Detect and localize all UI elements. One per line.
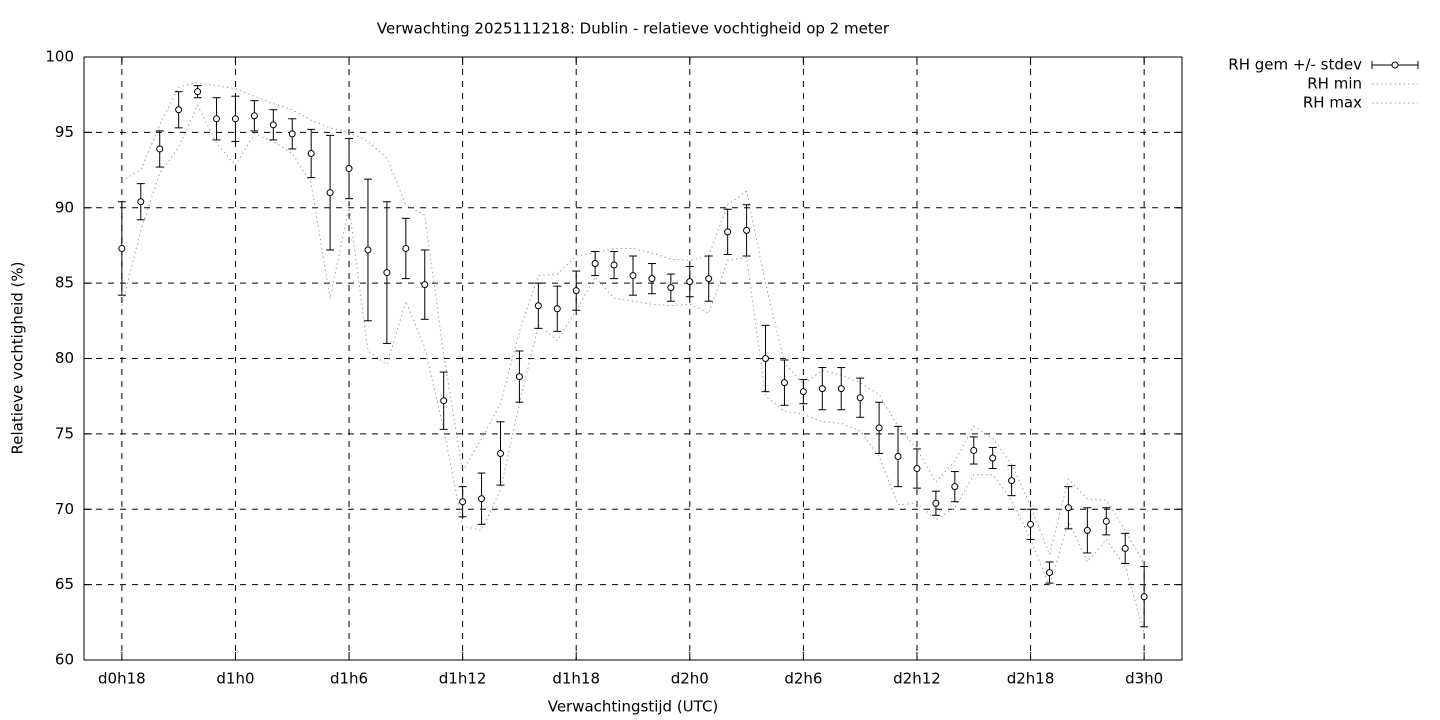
point	[383, 269, 391, 277]
point	[496, 449, 504, 457]
point	[951, 483, 959, 491]
point	[250, 112, 258, 120]
point	[1008, 477, 1016, 485]
line	[121, 82, 1145, 564]
point	[213, 115, 221, 123]
point	[345, 165, 353, 173]
point	[989, 454, 997, 462]
point	[515, 373, 523, 381]
x-tick-label: d2h18	[1007, 670, 1055, 688]
point	[231, 115, 239, 123]
point	[762, 355, 770, 362]
point	[1064, 504, 1072, 512]
point	[194, 88, 202, 96]
point	[875, 424, 883, 432]
y-tick-label: 90	[55, 198, 74, 216]
point	[307, 149, 315, 157]
legend-label: RH max	[1303, 94, 1362, 112]
y-tick-label: 65	[55, 575, 74, 593]
point	[970, 446, 978, 454]
legend-swatch	[1391, 61, 1399, 69]
point	[421, 281, 429, 289]
point	[175, 106, 183, 114]
point	[932, 499, 940, 507]
chart-title: Verwachting 2025111218: Dublin - relatie…	[377, 20, 890, 38]
point	[553, 305, 561, 313]
x-tick-label: d3h0	[1125, 670, 1163, 688]
point	[402, 244, 410, 252]
point	[534, 302, 542, 310]
point	[799, 388, 807, 396]
x-tick-label: d2h0	[671, 670, 709, 688]
point	[1027, 520, 1035, 528]
point	[913, 465, 921, 473]
legend-label: RH gem +/- stdev	[1228, 56, 1362, 74]
point	[478, 495, 486, 503]
y-tick-label: 70	[55, 500, 74, 518]
x-tick-label: d1h6	[330, 670, 368, 688]
point	[137, 198, 145, 206]
x-tick-label: d1h18	[552, 670, 600, 688]
y-tick-label: 60	[55, 651, 74, 669]
point	[837, 385, 845, 393]
point	[288, 130, 296, 138]
point	[269, 121, 277, 129]
point	[1102, 517, 1110, 525]
point	[440, 397, 448, 405]
point	[894, 452, 902, 460]
x-tick-label: d2h6	[784, 670, 822, 688]
point	[856, 394, 864, 402]
y-tick-label: 100	[45, 48, 74, 66]
y-tick-label: 80	[55, 349, 74, 367]
point	[591, 260, 599, 268]
y-tick-label: 75	[55, 424, 74, 442]
point	[686, 278, 694, 286]
x-tick-label: d1h12	[439, 670, 487, 688]
y-tick-label: 95	[55, 123, 74, 141]
point	[610, 261, 618, 269]
x-tick-label: d1h0	[216, 670, 254, 688]
point	[326, 189, 334, 197]
legend-label: RH min	[1307, 75, 1362, 93]
point	[1045, 569, 1053, 577]
y-tick-label: 85	[55, 274, 74, 292]
point	[648, 275, 656, 283]
x-tick-label: d2h12	[893, 670, 941, 688]
point	[459, 498, 467, 506]
line	[121, 104, 1145, 634]
point	[572, 287, 580, 295]
point	[364, 246, 372, 254]
point	[156, 145, 164, 153]
point	[705, 275, 713, 283]
point	[780, 379, 788, 387]
point	[1083, 526, 1091, 534]
point	[1140, 593, 1148, 601]
plot-border	[83, 56, 1183, 661]
point	[818, 385, 826, 393]
point	[743, 226, 751, 234]
x-axis-label: Verwachtingstijd (UTC)	[548, 698, 719, 716]
point	[629, 272, 637, 280]
x-tick-label: d0h18	[98, 670, 146, 688]
point	[1121, 544, 1129, 552]
point	[724, 228, 732, 236]
point	[118, 244, 126, 252]
point	[667, 284, 675, 292]
y-axis-label: Relatieve vochtigheid (%)	[9, 261, 27, 454]
